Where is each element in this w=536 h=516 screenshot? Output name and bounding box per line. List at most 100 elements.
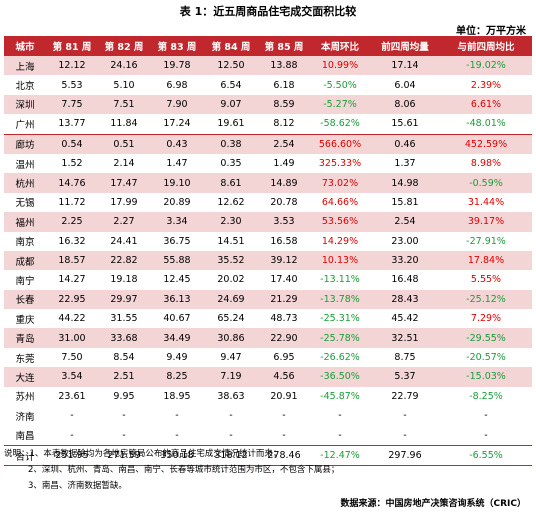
value-cell: 73.02% — [310, 173, 370, 193]
table-row: 广州 13.77 11.84 17.24 19.61 8.12 -58.62% 15.61 -4… — [4, 114, 532, 134]
value-cell: 452.59% — [440, 133, 532, 154]
value-cell: 5.55% — [470, 274, 502, 286]
value-cell: -25.31% — [320, 313, 360, 325]
value-cell: - — [338, 429, 342, 441]
value-cell: 22.90 — [258, 328, 310, 348]
value-cell: 22.82 — [98, 250, 150, 271]
value-cell: 9.95 — [113, 390, 135, 402]
column-header: 第 84 周 — [204, 36, 258, 56]
value-cell: 2.25 — [46, 212, 98, 232]
value-cell: 2.14 — [113, 158, 135, 170]
value-cell: 7.29% — [470, 313, 502, 325]
city-cell: 重庆 — [15, 314, 35, 326]
value-cell: 16.32 — [58, 235, 86, 247]
city-cell: 杭州 — [4, 173, 46, 193]
value-cell: 2.39% — [470, 79, 502, 91]
value-cell: 31.44% — [467, 196, 505, 208]
value-cell: 24.69 — [204, 289, 258, 310]
value-cell: 2.27 — [98, 212, 150, 232]
value-cell: 11.72 — [58, 196, 86, 208]
value-cell: 35.52 — [204, 250, 258, 271]
value-cell: 12.45 — [163, 274, 191, 286]
value-cell: 31.55 — [110, 313, 138, 325]
value-cell: - — [229, 410, 233, 422]
table-row: 上海 12.12 24.16 19.78 12.50 13.88 10.99% 17.14 -1… — [4, 56, 532, 76]
table-row: 南宁 14.27 19.18 12.45 20.02 17.40 -13.11% 16.48 5… — [4, 270, 532, 289]
value-cell: 0.54 — [46, 133, 98, 154]
city-cell: 廊坊 — [4, 133, 46, 154]
value-cell: 7.90 — [150, 94, 204, 115]
value-cell: 21.29 — [258, 289, 310, 310]
value-cell: 13.88 — [258, 56, 310, 76]
table-row: 东莞 7.50 8.54 9.49 9.47 6.95 -26.62% 8.75 -20.57% — [4, 348, 532, 367]
value-cell: 3.34 — [150, 212, 204, 232]
value-cell: 12.62 — [217, 196, 245, 208]
value-cell: 2.54 — [258, 133, 310, 154]
value-cell: 7.50 — [61, 352, 83, 364]
value-cell: -36.50% — [310, 367, 370, 387]
value-cell: 14.76 — [46, 173, 98, 193]
value-cell: 8.98% — [470, 158, 502, 170]
value-cell: -5.50% — [323, 79, 357, 91]
table-row: 济南 - - - - - - - - — [4, 406, 532, 425]
column-header: 与前四周均比 — [440, 36, 532, 56]
value-cell: -20.57% — [466, 352, 506, 364]
city-cell: 苏州 — [15, 392, 35, 404]
value-cell: 20.89 — [163, 196, 191, 208]
value-cell: 9.47 — [220, 352, 242, 364]
city-cell: 成都 — [4, 250, 46, 271]
value-cell: 24.16 — [98, 56, 150, 76]
value-cell: 7.75 — [46, 94, 98, 115]
total-row: 合计 251.95 271.59 350.18 318.12 278.46 -12.47% 2… — [4, 444, 532, 467]
value-cell: 3.53 — [258, 212, 310, 232]
value-cell: - — [403, 429, 407, 441]
value-cell: 0.51 — [98, 133, 150, 154]
value-cell: 29.97 — [98, 289, 150, 310]
value-cell: 30.86 — [204, 328, 258, 348]
city-cell: 青岛 — [4, 328, 46, 348]
value-cell: 33.68 — [98, 328, 150, 348]
value-cell: -27.91% — [466, 235, 506, 247]
city-cell: 福州 — [4, 212, 46, 232]
value-cell: 20.78 — [270, 196, 298, 208]
value-cell: - — [70, 429, 74, 441]
value-cell: 20.02 — [217, 274, 245, 286]
value-cell: 55.88 — [150, 250, 204, 271]
unit-label: 单位：万平方米 — [456, 26, 526, 37]
value-cell: 23.61 — [58, 390, 86, 402]
value-cell: 2.54 — [370, 212, 440, 232]
value-cell: 36.13 — [150, 289, 204, 310]
table-row: 福州 2.25 2.27 3.34 2.30 3.53 53.56% 2.54 39.17% — [4, 212, 532, 232]
value-cell: 17.24 — [163, 118, 191, 130]
value-cell: 6.18 — [273, 79, 295, 91]
city-cell: 济南 — [15, 411, 35, 423]
value-cell: 44.22 — [58, 313, 86, 325]
city-cell: 南昌 — [15, 431, 35, 443]
value-cell: 6.95 — [273, 352, 295, 364]
value-cell: 7.51 — [98, 94, 150, 115]
value-cell: 2.51 — [98, 367, 150, 387]
column-header: 前四周均量 — [370, 36, 440, 56]
table-row: 成都 18.57 22.82 55.88 35.52 39.12 10.13% 33.20 17… — [4, 250, 532, 271]
value-cell: - — [122, 429, 126, 441]
value-cell: 251.95 — [46, 444, 98, 467]
table-row: 无锡 11.72 17.99 20.89 12.62 20.78 64.66% 15.81 31… — [4, 193, 532, 212]
value-cell: 14.27 — [58, 274, 86, 286]
city-cell: 大连 — [4, 367, 46, 387]
city-cell: 南宁 — [15, 275, 35, 287]
value-cell: 0.35 — [220, 158, 242, 170]
value-cell: -6.55% — [440, 444, 532, 467]
value-cell: -8.25% — [469, 390, 503, 402]
column-header: 第 83 周 — [150, 36, 204, 56]
value-cell: 17.14 — [370, 56, 440, 76]
city-cell: 上海 — [4, 56, 46, 76]
value-cell: 6.61% — [440, 94, 532, 115]
value-cell: 32.51 — [370, 328, 440, 348]
value-cell: -12.47% — [310, 444, 370, 467]
value-cell: 19.18 — [110, 274, 138, 286]
value-cell: 14.29% — [321, 235, 359, 247]
table-row: 廊坊 0.54 0.51 0.43 0.38 2.54 566.60% 0.46 452.59% — [4, 133, 532, 154]
table-row: 苏州 23.61 9.95 18.95 38.63 20.91 -45.87% 22.79 -8… — [4, 387, 532, 406]
value-cell: 17.47 — [98, 173, 150, 193]
value-cell: - — [122, 410, 126, 422]
